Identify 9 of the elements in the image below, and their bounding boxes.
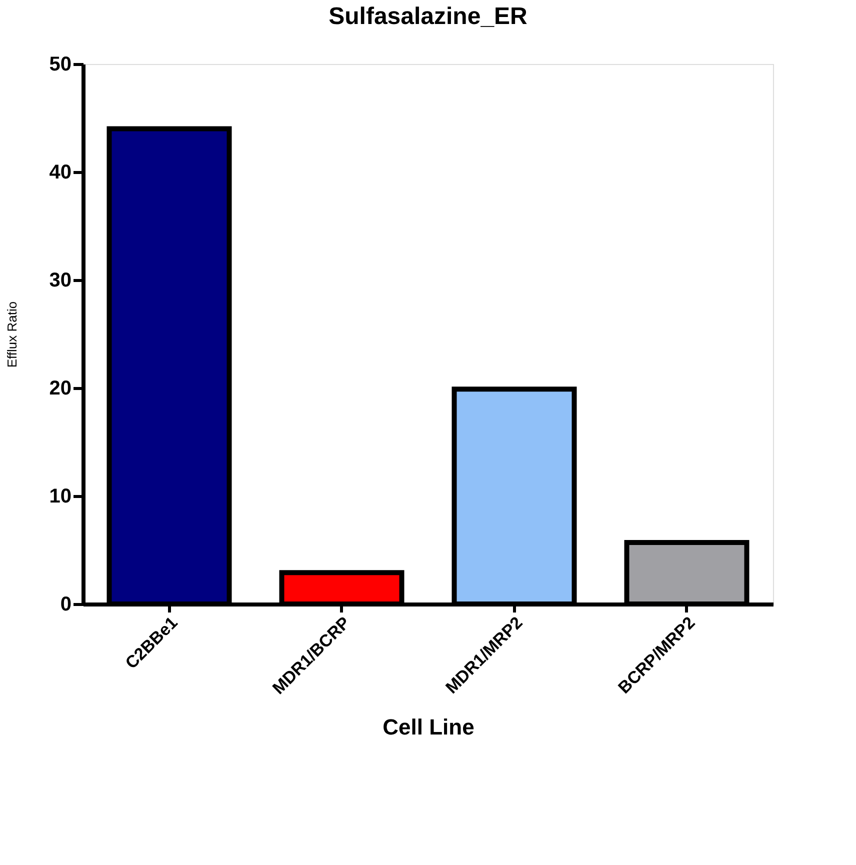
x-axis-title: Cell Line [382, 714, 474, 740]
y-tick-label: 0 [60, 594, 72, 616]
y-tick-label: 20 [49, 378, 72, 400]
y-axis-title: Efflux Ratio [4, 301, 20, 368]
y-tick-label: 10 [49, 486, 72, 508]
y-tick-label: 50 [49, 54, 72, 76]
y-tick-label: 30 [49, 270, 72, 292]
y-tick-label: 40 [49, 162, 72, 184]
chart-title: Sulfasalazine_ER [328, 3, 528, 30]
